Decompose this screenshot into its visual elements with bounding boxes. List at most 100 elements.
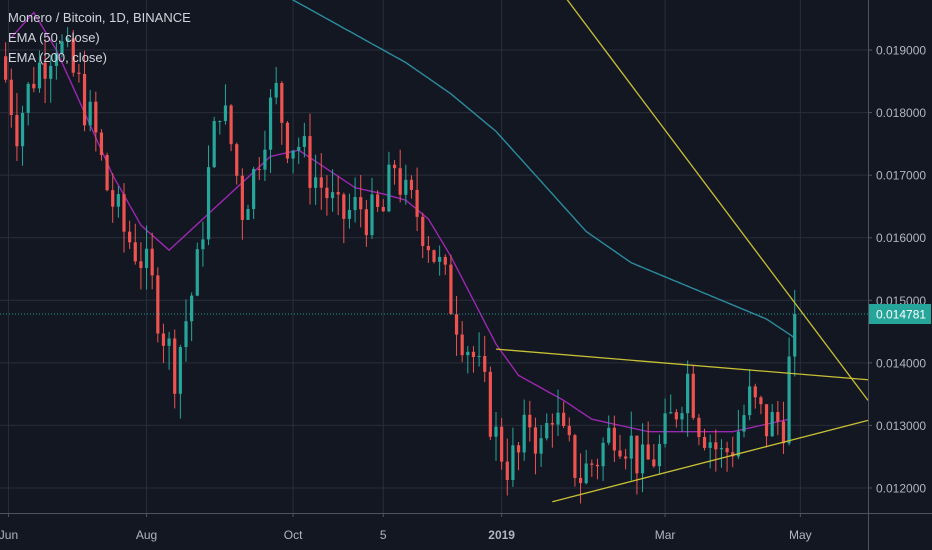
candle-body-134 <box>753 386 757 398</box>
candle-body-30 <box>167 338 171 346</box>
candle-body-113 <box>635 435 639 474</box>
candle-body-14 <box>77 72 81 74</box>
y-tick-label-5: 0.014000 <box>876 356 926 370</box>
candle-body-71 <box>398 168 402 195</box>
candle-body-33 <box>184 321 188 348</box>
candle-body-8 <box>43 62 47 79</box>
candle-body-93 <box>522 414 526 453</box>
candle-body-57 <box>319 177 323 188</box>
candle-body-12 <box>66 38 70 42</box>
candle-body-95 <box>533 427 538 454</box>
candle-body-34 <box>190 295 194 322</box>
candle-body-15 <box>82 73 87 126</box>
candle-body-124 <box>697 417 701 437</box>
candle-body-99 <box>556 412 560 425</box>
x-tick-label-3: 5 <box>380 528 387 542</box>
candle-body-72 <box>404 179 408 195</box>
candle-body-129 <box>725 448 729 453</box>
candle-body-107 <box>601 442 605 467</box>
y-tick-label-6: 0.013000 <box>876 419 926 433</box>
candle-body-39 <box>218 121 222 123</box>
candle-body-52 <box>291 150 295 159</box>
candle-body-135 <box>759 397 763 405</box>
candle-body-109 <box>612 427 616 451</box>
candle-body-91 <box>511 445 515 481</box>
candle-body-43 <box>240 175 244 220</box>
candle-body-9 <box>49 65 53 79</box>
candle-body-55 <box>308 136 312 188</box>
candle-body-58 <box>325 187 329 199</box>
candle-body-36 <box>201 239 205 250</box>
x-tick-label-0: Jun <box>0 528 18 542</box>
candle-body-115 <box>646 444 650 460</box>
candle-body-67 <box>376 194 380 207</box>
candle-body-132 <box>742 415 746 432</box>
x-tick-label-4: 2019 <box>488 528 515 542</box>
y-tick-label-3: 0.016000 <box>876 231 926 245</box>
candle-body-79 <box>443 256 447 265</box>
y-tick-label-1: 0.018000 <box>876 106 926 120</box>
candle-body-128 <box>719 448 724 450</box>
candle-body-87 <box>488 371 492 437</box>
ema200-line <box>291 0 796 339</box>
candle-body-105 <box>590 463 594 465</box>
candle-body-44 <box>246 208 250 220</box>
candle-body-85 <box>477 356 481 358</box>
candle-body-119 <box>669 412 673 414</box>
candle-body-141 <box>793 314 797 357</box>
candle-body-62 <box>347 209 352 219</box>
y-tick-label-7: 0.012000 <box>876 481 926 495</box>
candle-body-63 <box>353 197 357 210</box>
candle-body-20 <box>111 190 115 207</box>
ema200-layer <box>291 0 796 339</box>
candle-body-112 <box>629 435 633 459</box>
candle-body-42 <box>235 144 239 176</box>
candle-body-35 <box>195 249 199 296</box>
candle-body-18 <box>99 132 104 156</box>
candle-body-75 <box>421 216 425 246</box>
candle-body-106 <box>595 464 600 467</box>
candle-body-45 <box>252 168 256 209</box>
candle-body-103 <box>578 477 583 484</box>
candle-body-38 <box>212 121 216 168</box>
candle-body-137 <box>770 412 774 437</box>
candle-body-51 <box>285 122 290 159</box>
trendline-1 <box>495 348 869 381</box>
candle-body-74 <box>415 189 419 217</box>
candle-body-121 <box>680 413 684 420</box>
candle-body-69 <box>387 164 391 212</box>
candle-body-5 <box>26 83 30 113</box>
last-price-label: 0.014781 <box>876 307 926 321</box>
candle-body-101 <box>567 425 571 436</box>
candle-body-114 <box>640 444 645 474</box>
candle-body-70 <box>392 164 397 169</box>
chart-title: Monero / Bitcoin, 1D, BINANCE <box>8 10 191 25</box>
candle-body-140 <box>787 356 791 444</box>
candle-body-104 <box>584 463 588 484</box>
candle-body-7 <box>37 62 42 89</box>
candle-body-125 <box>702 436 707 448</box>
candle-body-17 <box>94 101 98 133</box>
candle-body-28 <box>156 275 160 334</box>
candle-body-23 <box>128 231 132 243</box>
candle-body-81 <box>454 314 459 335</box>
price-axis-bg <box>868 0 932 550</box>
candle-body-37 <box>206 167 211 240</box>
candle-body-29 <box>161 333 166 346</box>
candle-body-22 <box>122 194 126 232</box>
x-tick-label-2: Oct <box>284 528 303 542</box>
candle-body-68 <box>381 206 385 212</box>
candle-body-92 <box>516 445 521 453</box>
candle-body-89 <box>500 426 504 462</box>
candle-body-66 <box>370 194 374 236</box>
candle-body-73 <box>409 179 414 190</box>
trendline-0 <box>566 0 869 401</box>
candle-body-116 <box>652 459 656 467</box>
candle-body-4 <box>20 112 25 147</box>
candle-body-54 <box>302 136 306 147</box>
candle-body-138 <box>776 412 780 422</box>
candle-body-78 <box>438 256 442 262</box>
candle-body-46 <box>257 168 261 170</box>
